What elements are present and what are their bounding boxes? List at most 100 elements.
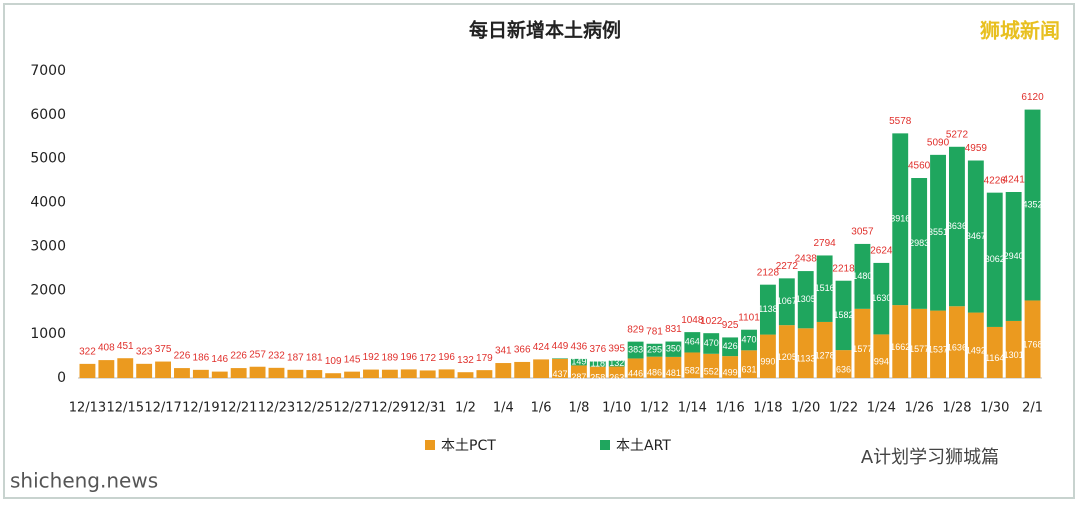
total-label: 1048 <box>681 315 704 326</box>
bar-segment <box>873 334 890 378</box>
bar-segment <box>589 361 606 367</box>
bar-segment <box>457 372 474 378</box>
segment-label: 2983 <box>909 238 929 248</box>
bar-segment <box>627 358 644 378</box>
total-label: 226 <box>230 351 247 362</box>
y-tick-label: 3000 <box>30 238 66 254</box>
segment-label: 287 <box>571 372 586 382</box>
bar-segment <box>552 358 568 359</box>
bar-segment <box>98 360 115 378</box>
total-label: 192 <box>363 352 380 363</box>
total-label: 4241 <box>1003 175 1026 186</box>
segment-label: 582 <box>685 366 700 376</box>
bar-segment <box>570 365 587 378</box>
bar-segment <box>230 368 247 378</box>
total-label: 2624 <box>870 246 893 257</box>
segment-label: 1067 <box>777 296 797 306</box>
total-label: 2794 <box>814 238 837 249</box>
bar-segment <box>381 369 398 378</box>
total-label: 109 <box>325 356 342 367</box>
segment-label: 1582 <box>834 310 854 320</box>
bar-segment <box>892 305 909 378</box>
x-tick-label: 1/4 <box>493 401 514 416</box>
total-label: 226 <box>174 351 191 362</box>
total-label: 6120 <box>1021 92 1044 103</box>
x-tick-label: 12/17 <box>144 401 181 416</box>
bar-segment <box>589 366 606 378</box>
y-tick-label: 0 <box>57 370 66 386</box>
total-label: 179 <box>476 353 493 364</box>
segment-label: 1537 <box>928 345 948 355</box>
segment-label: 464 <box>685 337 700 347</box>
x-tick-label: 1/26 <box>905 401 934 416</box>
y-tick-label: 4000 <box>30 195 66 211</box>
x-tick-label: 1/16 <box>716 401 745 416</box>
segment-label: 499 <box>723 367 738 377</box>
bar-segment <box>986 192 1003 327</box>
segment-label: 631 <box>742 365 757 375</box>
x-tick-label: 1/12 <box>640 401 669 416</box>
segment-label: 1636 <box>947 342 967 352</box>
total-label: 132 <box>457 355 474 366</box>
bar-segment <box>344 371 361 378</box>
bar-segment <box>854 243 871 309</box>
bar-segment <box>911 308 928 378</box>
segment-label: 1164 <box>985 353 1004 363</box>
total-label: 395 <box>608 343 625 354</box>
segment-label: 470 <box>704 338 719 348</box>
bar-segment <box>211 371 228 378</box>
segment-label: 470 <box>742 334 757 344</box>
site: shicheng.news <box>10 469 158 493</box>
total-label: 187 <box>287 352 304 363</box>
bar-segment <box>570 358 587 366</box>
bar-segment <box>816 255 833 322</box>
bar-segment <box>778 278 795 326</box>
total-label: 1022 <box>700 316 723 327</box>
segment-label: 118 <box>591 358 605 368</box>
x-tick-label: 1/2 <box>455 401 476 416</box>
bar-segment <box>136 363 153 378</box>
bar-segment <box>703 353 720 378</box>
segment-label: 3467 <box>966 231 986 241</box>
total-label: 451 <box>117 341 134 352</box>
segment-label: 1492 <box>966 346 986 356</box>
x-tick-label: 12/25 <box>296 401 333 416</box>
bar-segment <box>778 325 795 378</box>
bar-segment <box>854 308 871 378</box>
x-tick-label: 1/24 <box>867 401 896 416</box>
segment-label: 1662 <box>890 342 910 352</box>
x-tick-label: 12/21 <box>220 401 257 416</box>
total-label: 376 <box>589 344 606 355</box>
bar-segment <box>949 146 965 307</box>
total-label: 4226 <box>984 175 1007 186</box>
bar-segment <box>1005 320 1022 378</box>
bar-segment <box>949 306 965 378</box>
bar-segment <box>892 133 909 306</box>
legend-label: 本土ART <box>616 438 671 454</box>
bar-segment <box>400 369 417 378</box>
bar-segment <box>192 369 209 378</box>
segment-label: 1301 <box>1004 350 1024 360</box>
segment-label: 263 <box>609 373 624 383</box>
bar-segment <box>759 284 776 335</box>
y-tick-label: 2000 <box>30 282 66 298</box>
bar-segment <box>646 356 663 378</box>
bar-segment <box>684 352 701 378</box>
segment-label: 1138 <box>758 304 777 314</box>
segment-label: 1577 <box>909 344 929 354</box>
y-tick-label: 7000 <box>30 63 66 79</box>
bar-segment <box>665 356 682 378</box>
total-label: 408 <box>98 343 115 354</box>
bar-segment <box>684 332 701 353</box>
segment-label: 3916 <box>890 214 910 224</box>
bar-segment <box>155 361 171 378</box>
bar-segment <box>287 369 304 378</box>
x-tick-label: 1/18 <box>753 401 782 416</box>
total-label: 2272 <box>776 261 799 272</box>
total-label: 1101 <box>738 312 760 323</box>
total-label: 186 <box>193 352 210 363</box>
total-label: 781 <box>646 326 663 337</box>
bar-segment <box>627 341 644 359</box>
y-tick-label: 6000 <box>30 107 66 123</box>
